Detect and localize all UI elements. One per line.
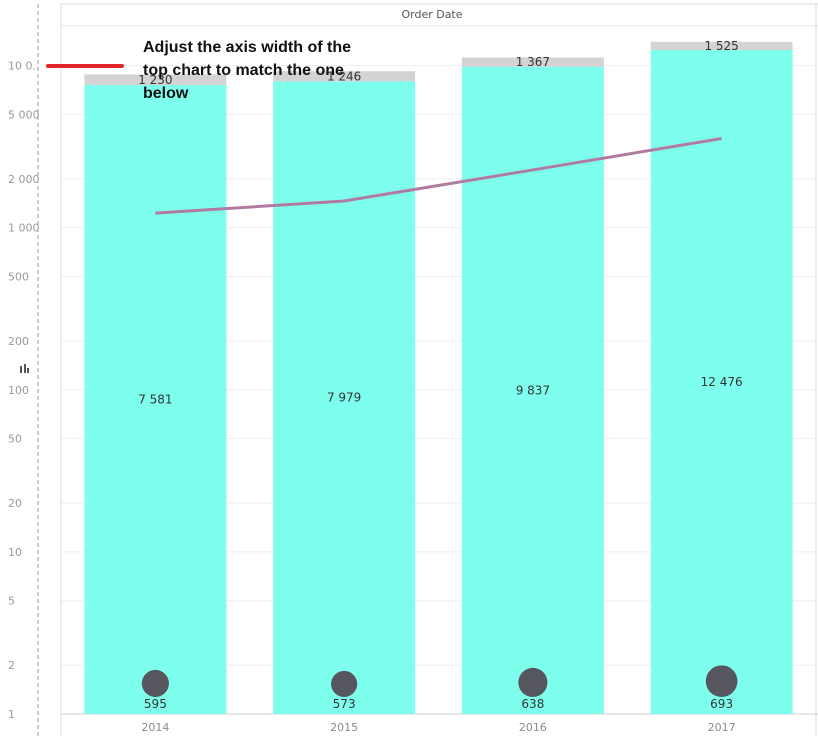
y-tick-label: 100 xyxy=(8,384,29,397)
x-tick-label: 2015 xyxy=(330,721,358,734)
bar-segment-bottom xyxy=(650,49,793,715)
bar-value-label: 7 581 xyxy=(138,393,172,407)
bar-value-label: 7 979 xyxy=(327,391,361,405)
y-tick-label: 10 xyxy=(8,546,22,559)
bar-segment-top xyxy=(84,74,227,86)
y-axis-ticks: 1 2 5 10 20 50 100 200 500 1 000 2 000 5 000 10 0.. xyxy=(8,60,40,721)
x-tick-label: 2016 xyxy=(519,721,547,734)
bar-segment-top xyxy=(650,41,793,50)
x-tick-label: 2017 xyxy=(708,721,736,734)
bar-segment-top xyxy=(273,71,416,82)
axis-options-icon[interactable] xyxy=(20,364,29,373)
annotation-note: Adjust the axis width of the top chart t… xyxy=(143,39,352,102)
circle-value-label: 638 xyxy=(521,697,544,711)
circle-value-label: 693 xyxy=(710,697,733,711)
circle-mark xyxy=(141,669,169,698)
x-axis-ticks: 2014 2015 2016 2017 xyxy=(141,721,735,734)
bars xyxy=(84,41,793,715)
bar-value-label: 1 525 xyxy=(704,39,738,53)
y-tick-label: 5 xyxy=(8,595,15,608)
circle-marks xyxy=(141,665,738,698)
circle-value-label: 573 xyxy=(333,697,356,711)
y-tick-label: 10 0.. xyxy=(8,60,40,73)
y-tick-label: 1 xyxy=(8,708,15,721)
bar-segment-bottom xyxy=(461,66,604,714)
bar-value-label: 1 246 xyxy=(327,69,361,83)
circle-mark xyxy=(331,670,358,698)
bar-value-label: 9 837 xyxy=(516,383,550,397)
bar-segment-bottom xyxy=(84,85,227,714)
bar-segment-top xyxy=(461,57,604,67)
y-tick-label: 1 000 xyxy=(8,222,40,235)
bar-value-label: 1 230 xyxy=(138,73,172,87)
circle-value-label: 595 xyxy=(144,697,167,711)
y-tick-label: 2 000 xyxy=(8,173,40,186)
y-tick-label: 2 xyxy=(8,659,15,672)
circle-mark xyxy=(705,665,738,698)
column-header-order-date: Order Date xyxy=(401,8,462,21)
trend-line-layer xyxy=(155,136,722,215)
bar-value-label: 1 367 xyxy=(516,55,550,69)
bar-value-label: 12 476 xyxy=(701,375,743,389)
y-tick-label: 5 000 xyxy=(8,108,40,121)
y-tick-label: 500 xyxy=(8,270,29,283)
circle-mark xyxy=(518,667,548,698)
data-labels: 7 581 1 230 595 7 979 1 246 573 9 837 1 367 638 1… xyxy=(138,39,742,711)
trend-line xyxy=(155,136,722,215)
y-tick-label: 50 xyxy=(8,433,22,446)
x-tick-label: 2014 xyxy=(141,721,169,734)
y-tick-label: 20 xyxy=(8,497,22,510)
bar-segment-bottom xyxy=(273,81,416,714)
y-tick-label: 200 xyxy=(8,335,29,348)
